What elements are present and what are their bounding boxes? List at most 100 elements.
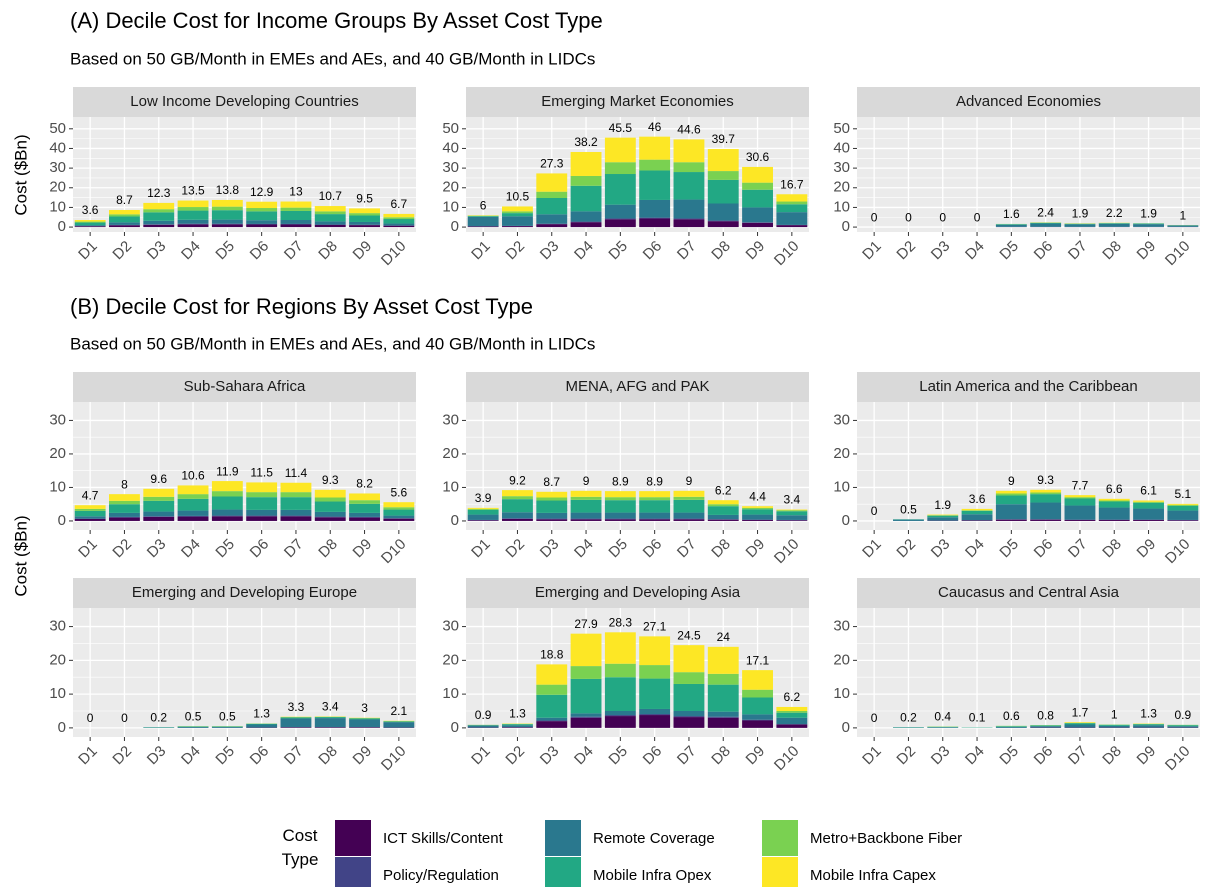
x-tick-label: D6 [1031, 536, 1057, 562]
bar-segment [707, 716, 739, 718]
y-tick-label: 50 [442, 120, 459, 137]
bar-segment [570, 175, 602, 186]
x-tick-label: D7 [1065, 238, 1091, 264]
bar-segment [742, 689, 773, 698]
bar-segment [776, 225, 808, 228]
bar-segment [211, 210, 243, 220]
bar-segment [707, 220, 739, 222]
bar-segment [349, 517, 380, 521]
x-tick-label: D1 [468, 536, 494, 562]
bar-segment [639, 708, 671, 715]
bar-segment [1098, 501, 1130, 508]
x-tick-label: D4 [962, 536, 988, 562]
x-tick-label: D2 [502, 536, 528, 562]
x-tick-label: D1 [468, 743, 494, 769]
bar-segment [349, 718, 380, 720]
y-tick-label: 10 [49, 478, 66, 495]
bar-segment [314, 727, 346, 728]
x-tick-label: D1 [859, 743, 885, 769]
x-tick-label: D10 [378, 743, 409, 774]
bar-segment [314, 517, 346, 521]
section-subtitle: Based on 50 GB/Month in EMEs and AEs, an… [70, 334, 595, 353]
bar-segment [383, 515, 415, 519]
bar-segment [604, 204, 636, 219]
bar-segment [742, 507, 773, 510]
bar-segment [570, 490, 602, 497]
x-tick-label: D4 [571, 536, 597, 562]
bar-segment [246, 724, 278, 728]
legend-key [762, 857, 798, 887]
bar-segment [109, 512, 140, 517]
bar-segment [502, 496, 533, 500]
bar-segment [570, 633, 602, 667]
total-label: 0.2 [150, 710, 167, 724]
bar-segment [604, 715, 636, 717]
bar-segment [314, 718, 346, 728]
bar-segment [1098, 500, 1130, 502]
total-label: 12.9 [250, 185, 274, 199]
bar-segment [246, 492, 278, 498]
bar-segment [673, 716, 705, 718]
bar-segment [246, 208, 278, 212]
bar-segment [280, 717, 312, 719]
strip [857, 578, 1200, 608]
y-tick-label: 50 [49, 120, 66, 137]
total-label: 3.4 [322, 700, 339, 714]
x-tick-label: D9 [1134, 536, 1160, 562]
total-label: 4.7 [82, 488, 99, 502]
total-label: 6.2 [784, 690, 801, 704]
bar-segment [143, 209, 175, 213]
bar-segment [776, 520, 808, 521]
bar-segment [74, 518, 106, 521]
bar-segment [143, 212, 175, 221]
total-label: 46 [648, 120, 662, 134]
bar-segment [211, 481, 243, 492]
x-tick-label: D4 [571, 743, 597, 769]
bar-segment [314, 489, 346, 498]
x-tick-label: D3 [928, 743, 954, 769]
bar-segment [673, 199, 705, 219]
bar-segment [961, 510, 993, 515]
total-label: 12.3 [147, 186, 171, 200]
bar-segment [604, 632, 636, 664]
bar-segment [383, 225, 415, 228]
bar-segment [177, 485, 209, 495]
x-tick-label: D7 [1065, 743, 1091, 769]
bar-segment [707, 717, 739, 728]
panel-title: Emerging and Developing Asia [535, 584, 741, 601]
y-tick-label: 0 [842, 719, 850, 736]
y-tick-label: 0 [58, 512, 66, 529]
bar-segment [570, 678, 602, 714]
x-tick-label: D7 [281, 536, 307, 562]
total-label: 1.3 [1140, 707, 1157, 721]
x-tick-label: D3 [537, 536, 563, 562]
x-tick-label: D1 [859, 238, 885, 264]
bar-segment [639, 491, 671, 498]
total-label: 8 [121, 477, 128, 491]
bar-segment [536, 497, 568, 501]
total-label: 8.7 [116, 193, 133, 207]
bar-segment [467, 509, 499, 515]
x-tick-label: D10 [378, 536, 409, 567]
bar-segment [502, 226, 533, 228]
x-tick-label: D5 [212, 743, 238, 769]
y-tick-label: 30 [49, 411, 66, 428]
x-tick-label: D2 [893, 238, 919, 264]
bar-segment [314, 511, 346, 517]
x-tick-label: D7 [674, 536, 700, 562]
bar-segment [280, 207, 312, 211]
x-tick-label: D4 [178, 536, 204, 562]
bar-segment [639, 636, 671, 666]
bar-segment [1030, 519, 1062, 521]
total-label: 38.2 [574, 135, 598, 149]
bar-segment [1064, 722, 1096, 723]
bar-segment [995, 726, 1027, 728]
bar-segment [280, 727, 312, 728]
legend-key [545, 857, 581, 887]
bar-segment [639, 217, 671, 219]
bar-segment [536, 519, 568, 521]
x-tick-label: D3 [144, 238, 170, 264]
y-tick-label: 30 [49, 159, 66, 176]
total-label: 1 [1111, 708, 1118, 722]
bar-segment [246, 723, 278, 725]
